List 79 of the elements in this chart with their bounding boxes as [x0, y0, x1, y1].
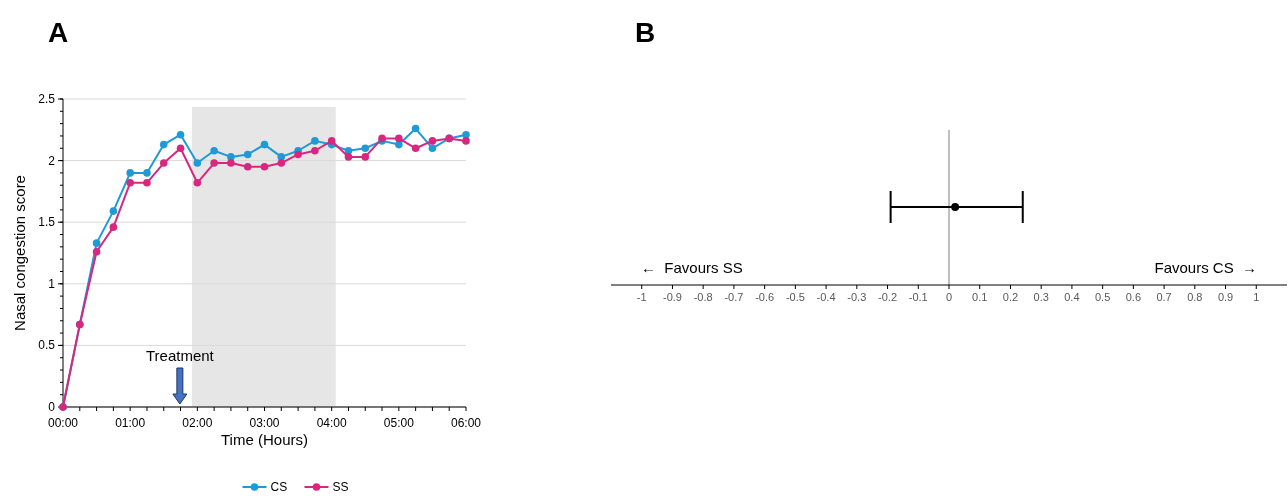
x-axis-title: Time (Hours) — [221, 431, 308, 448]
chart-title: A — [48, 17, 69, 48]
y-tick-label: 2 — [48, 153, 56, 168]
point — [159, 140, 168, 149]
x-tick-label: 0.2 — [1002, 291, 1019, 303]
x-tick-label: 05:00 — [383, 416, 415, 430]
y-axis-title: Nasal congestion score — [11, 175, 28, 331]
x-tick-label: 0.1 — [972, 291, 988, 303]
chart-title: B — [635, 17, 656, 48]
point — [361, 144, 370, 153]
point — [462, 137, 470, 145]
legend-label: SS — [332, 480, 349, 494]
point — [210, 159, 218, 167]
point — [159, 159, 168, 167]
x-tick-label: 00:00 — [47, 416, 79, 430]
point — [311, 146, 319, 155]
point — [143, 169, 151, 177]
x-tick-label: 1 — [1253, 291, 1260, 303]
point — [395, 140, 403, 149]
point — [92, 239, 101, 247]
annotation: Treatment — [145, 347, 215, 364]
annotation: ← Favours SS — [641, 259, 743, 276]
x-tick-label: 02:00 — [182, 416, 213, 430]
point — [327, 137, 336, 145]
y-tick-label: 2.5 — [38, 92, 56, 106]
point — [243, 150, 252, 159]
x-tick-label: 0.9 — [1217, 291, 1234, 303]
point — [395, 134, 403, 143]
point — [126, 169, 134, 177]
point — [210, 146, 218, 155]
point — [361, 153, 370, 161]
point — [428, 144, 437, 153]
x-tick-label: -0.9 — [662, 291, 682, 303]
x-tick-label: -0.5 — [785, 291, 805, 303]
annotation: Favours CS → — [1154, 259, 1257, 276]
y-tick-label: 1 — [48, 276, 56, 291]
y-tick-label: 0 — [48, 400, 56, 414]
y-tick-label: 0.5 — [38, 338, 56, 353]
point — [126, 178, 134, 187]
x-tick-label: 0.6 — [1125, 291, 1142, 303]
point — [311, 137, 319, 145]
point — [260, 162, 269, 171]
point — [411, 144, 420, 153]
point — [193, 159, 202, 167]
x-tick-label: 0.8 — [1187, 291, 1203, 303]
x-tick-label: 04:00 — [316, 416, 348, 430]
point — [277, 159, 286, 167]
x-tick-label: -0.6 — [755, 291, 775, 303]
point — [428, 137, 437, 145]
point — [243, 162, 252, 171]
x-tick-label: 0.3 — [1033, 291, 1049, 303]
point — [344, 153, 353, 161]
point — [411, 124, 420, 133]
x-tick-label: -0.2 — [878, 291, 898, 303]
point — [92, 247, 101, 256]
y-tick-label: 1.5 — [38, 215, 56, 230]
point — [260, 140, 269, 149]
x-tick-label: 01:00 — [115, 416, 146, 430]
x-tick-label: -0.1 — [908, 291, 928, 303]
x-tick-label: 06:00 — [450, 416, 482, 430]
point — [176, 144, 185, 153]
point — [109, 223, 118, 231]
x-tick-label: -0.7 — [724, 291, 744, 303]
point — [176, 130, 185, 139]
x-tick-label: 0.5 — [1094, 291, 1111, 303]
x-tick-label: -1 — [636, 291, 647, 303]
x-tick-label: 0 — [945, 291, 953, 303]
point — [143, 178, 151, 187]
point — [227, 159, 235, 167]
x-tick-label: -0.8 — [693, 291, 713, 303]
x-tick-label: 0.7 — [1156, 291, 1172, 303]
x-tick-label: 03:00 — [249, 416, 280, 430]
x-tick-label: 0.4 — [1064, 291, 1080, 303]
x-tick-label: -0.4 — [816, 291, 836, 303]
point — [109, 207, 118, 215]
point — [294, 150, 302, 159]
legend-label: CS — [270, 480, 288, 494]
point — [193, 178, 202, 187]
x-tick-label: -0.3 — [847, 291, 867, 303]
